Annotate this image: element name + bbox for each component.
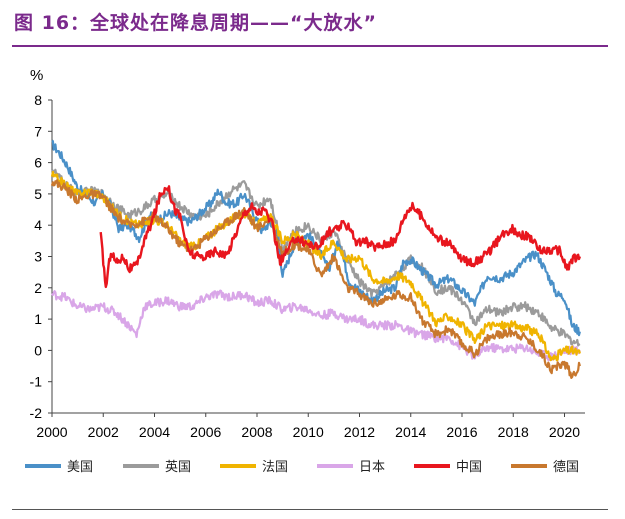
legend-label: 中国 xyxy=(456,460,483,475)
legend-item: 英国 xyxy=(123,456,191,475)
y-axis-unit: % xyxy=(30,67,43,84)
y-tick-label: 5 xyxy=(34,186,42,202)
x-tick-label: 2016 xyxy=(446,424,477,440)
legend-label: 法国 xyxy=(262,460,289,475)
chart-title: 图 16：全球处在降息周期——“大放水” xyxy=(14,12,378,34)
y-tick-label: 2 xyxy=(34,280,42,296)
y-tick-label: 6 xyxy=(34,155,42,171)
x-tick-label: 2006 xyxy=(190,424,221,440)
legend-swatch xyxy=(511,463,547,468)
x-tick-label: 2004 xyxy=(139,424,170,440)
y-tick-label: 4 xyxy=(34,217,42,233)
y-tick-label: -1 xyxy=(30,374,43,390)
legend-item: 中国 xyxy=(414,456,482,475)
legend-item: 日本 xyxy=(317,456,385,475)
y-tick-label: 0 xyxy=(34,342,42,358)
legend-label: 日本 xyxy=(359,460,386,475)
y-tick-label: 1 xyxy=(34,311,42,327)
series-line xyxy=(99,185,582,289)
title-divider xyxy=(12,45,608,47)
x-tick-label: 2018 xyxy=(498,424,529,440)
legend-label: 美国 xyxy=(67,460,94,475)
x-tick-label: 2020 xyxy=(549,424,580,440)
legend-swatch xyxy=(123,463,159,468)
legend-swatch xyxy=(220,463,256,468)
legend-swatch xyxy=(25,463,61,468)
legend-item: 德国 xyxy=(511,456,579,475)
footer-divider xyxy=(12,509,608,510)
legend-label: 德国 xyxy=(553,460,580,475)
x-tick-label: 2014 xyxy=(395,424,426,440)
y-tick-label: -2 xyxy=(30,405,43,421)
series-layer xyxy=(50,139,582,379)
series-line xyxy=(50,170,581,362)
series-line xyxy=(50,179,581,379)
y-tick-label: 8 xyxy=(34,92,42,108)
series-line xyxy=(51,289,581,362)
chart-axes: -2 -1 0 1 2 3 4 5 6 7 8 2000 2002 2004 2006 2008 2010 201… xyxy=(30,92,585,440)
y-tick-label: 3 xyxy=(34,249,42,265)
legend-swatch xyxy=(317,463,353,468)
x-tick-label: 2008 xyxy=(241,424,272,440)
x-tick-label: 2012 xyxy=(344,424,375,440)
x-tick-label: 2000 xyxy=(36,424,67,440)
x-tick-label: 2002 xyxy=(88,424,119,440)
legend-label: 英国 xyxy=(165,460,192,475)
legend-swatch xyxy=(414,463,450,468)
chart-legend: 美国 英国 法国 日本 中国 德国 xyxy=(20,456,610,478)
legend-item: 美国 xyxy=(25,456,93,475)
x-tick-label: 2010 xyxy=(293,424,324,440)
legend-item: 法国 xyxy=(220,456,288,475)
y-tick-label: 7 xyxy=(34,123,42,139)
series-line xyxy=(51,168,581,347)
